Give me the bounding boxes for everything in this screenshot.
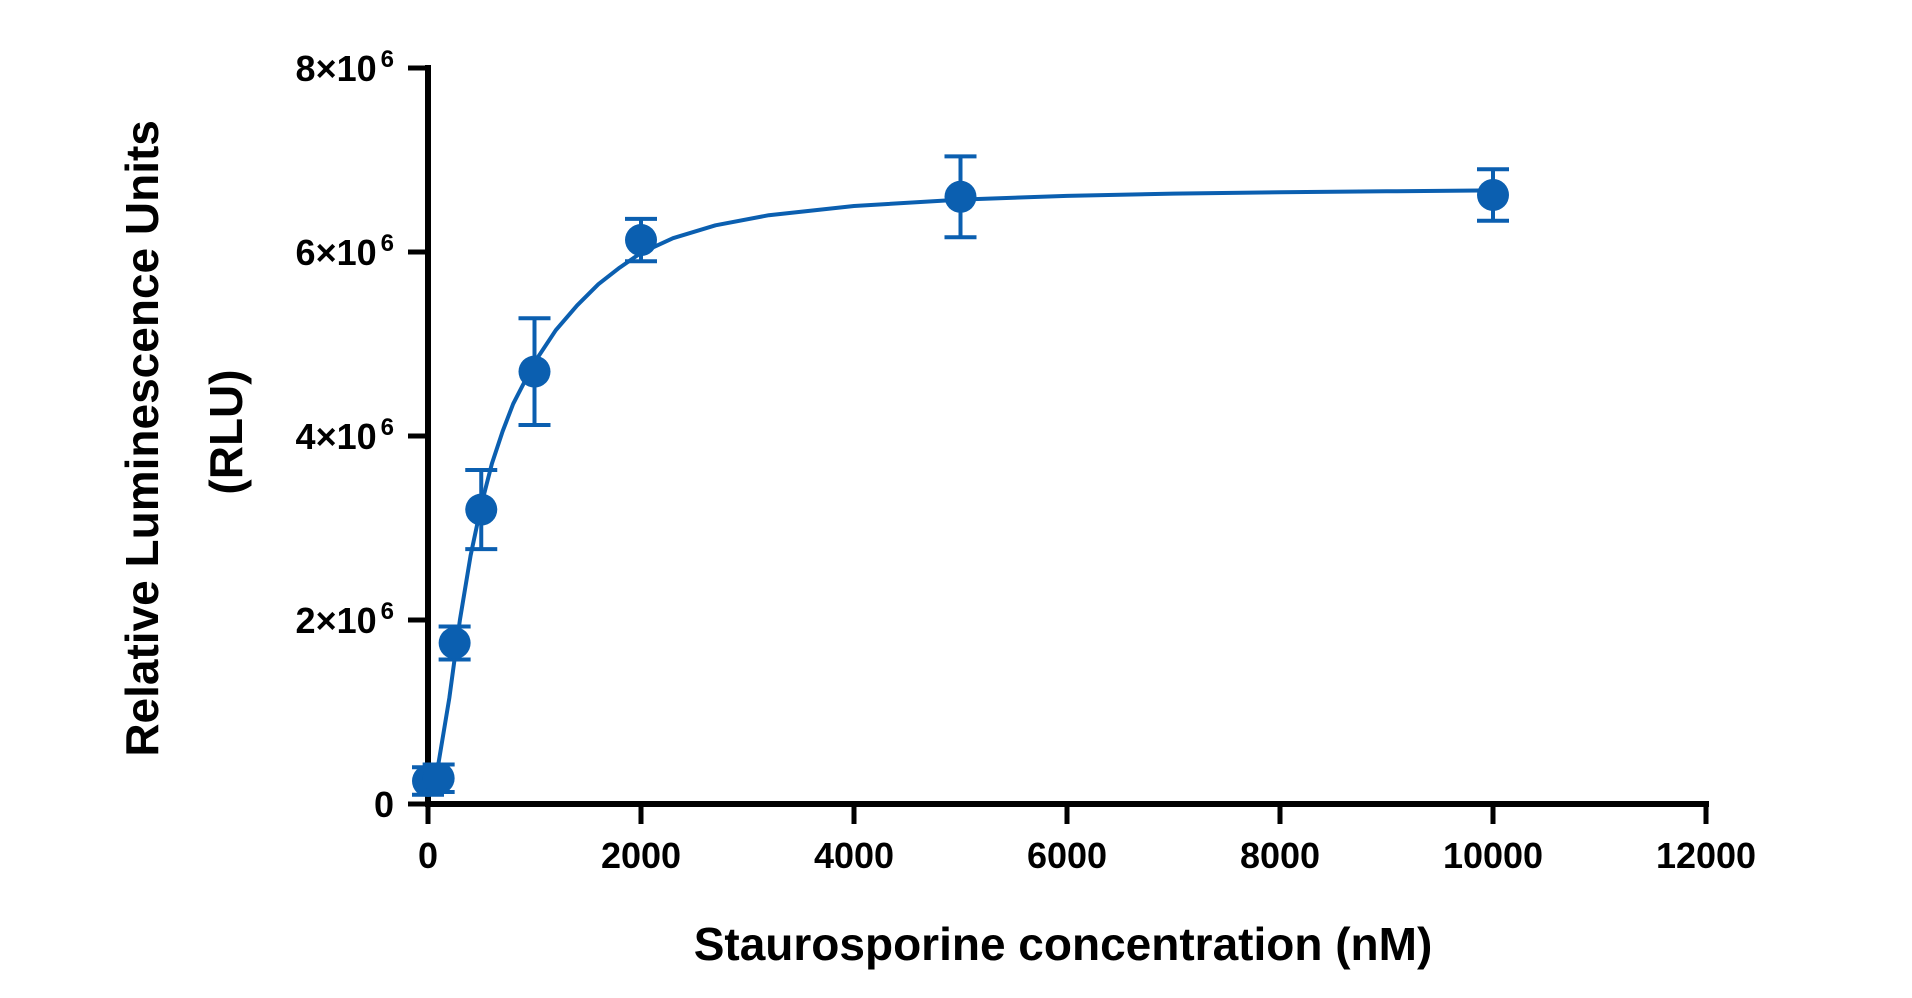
x-tick-label: 2000 [601, 835, 681, 876]
data-point-group [465, 468, 498, 552]
data-point [438, 627, 471, 659]
x-tick-label: 6000 [1027, 835, 1107, 876]
x-axis-title: Staurosporine concentration (nM) [694, 918, 1433, 970]
data-point [1477, 178, 1509, 211]
x-tick-label: 12000 [1656, 835, 1756, 876]
data-point [422, 762, 455, 795]
y-tick-label-base: 4×10 [296, 416, 377, 457]
y-tick-label: 4×10 6 [296, 414, 394, 457]
data-point-group [944, 154, 977, 240]
data-point-group [422, 762, 455, 795]
data-point [465, 493, 498, 526]
fit-curve [426, 188, 1494, 782]
data-point-group [438, 624, 471, 662]
data-point-group [1477, 167, 1509, 223]
data-point [625, 224, 657, 257]
y-tick-label: 0 [374, 784, 394, 825]
y-tick-label-base: 2×10 [296, 600, 377, 641]
y-tick-label-exponent: 6 [381, 230, 394, 257]
y-tick-label: 2×10 6 [296, 598, 394, 641]
y-tick-label-exponent: 6 [381, 46, 394, 73]
fit-curve-layer [426, 188, 1494, 782]
y-tick-label: 8×10 6 [296, 46, 394, 89]
data-point-group [625, 216, 657, 264]
y-tick-label-base: 8×10 [296, 48, 377, 89]
data-point-group [518, 316, 551, 427]
y-tick-label: 6×10 6 [296, 230, 394, 273]
x-tick-label: 8000 [1240, 835, 1320, 876]
x-tick-label: 0 [418, 835, 438, 876]
y-tick-label-exponent: 6 [381, 598, 394, 625]
y-tick-label-base: 0 [374, 784, 394, 825]
x-tick-label: 4000 [814, 835, 894, 876]
axes [425, 65, 1709, 807]
data-point [944, 180, 977, 213]
y-tick-label-base: 6×10 [296, 232, 377, 273]
data-point [518, 355, 551, 388]
y-tick-label-exponent: 6 [381, 414, 394, 441]
y-axis-title-line-2: (RLU) [200, 369, 252, 494]
y-axis-title: Relative Luminescence Units (RLU) [116, 107, 252, 756]
data-points-layer [412, 154, 1509, 797]
y-axis-title-line-1: Relative Luminescence Units [116, 120, 168, 757]
x-tick-label: 10000 [1443, 835, 1543, 876]
x-ticks: 0 2000 4000 6000 8000 10000 12000 [418, 804, 1756, 876]
y-ticks: 02×10 64×10 66×10 68×10 6 [296, 46, 428, 825]
